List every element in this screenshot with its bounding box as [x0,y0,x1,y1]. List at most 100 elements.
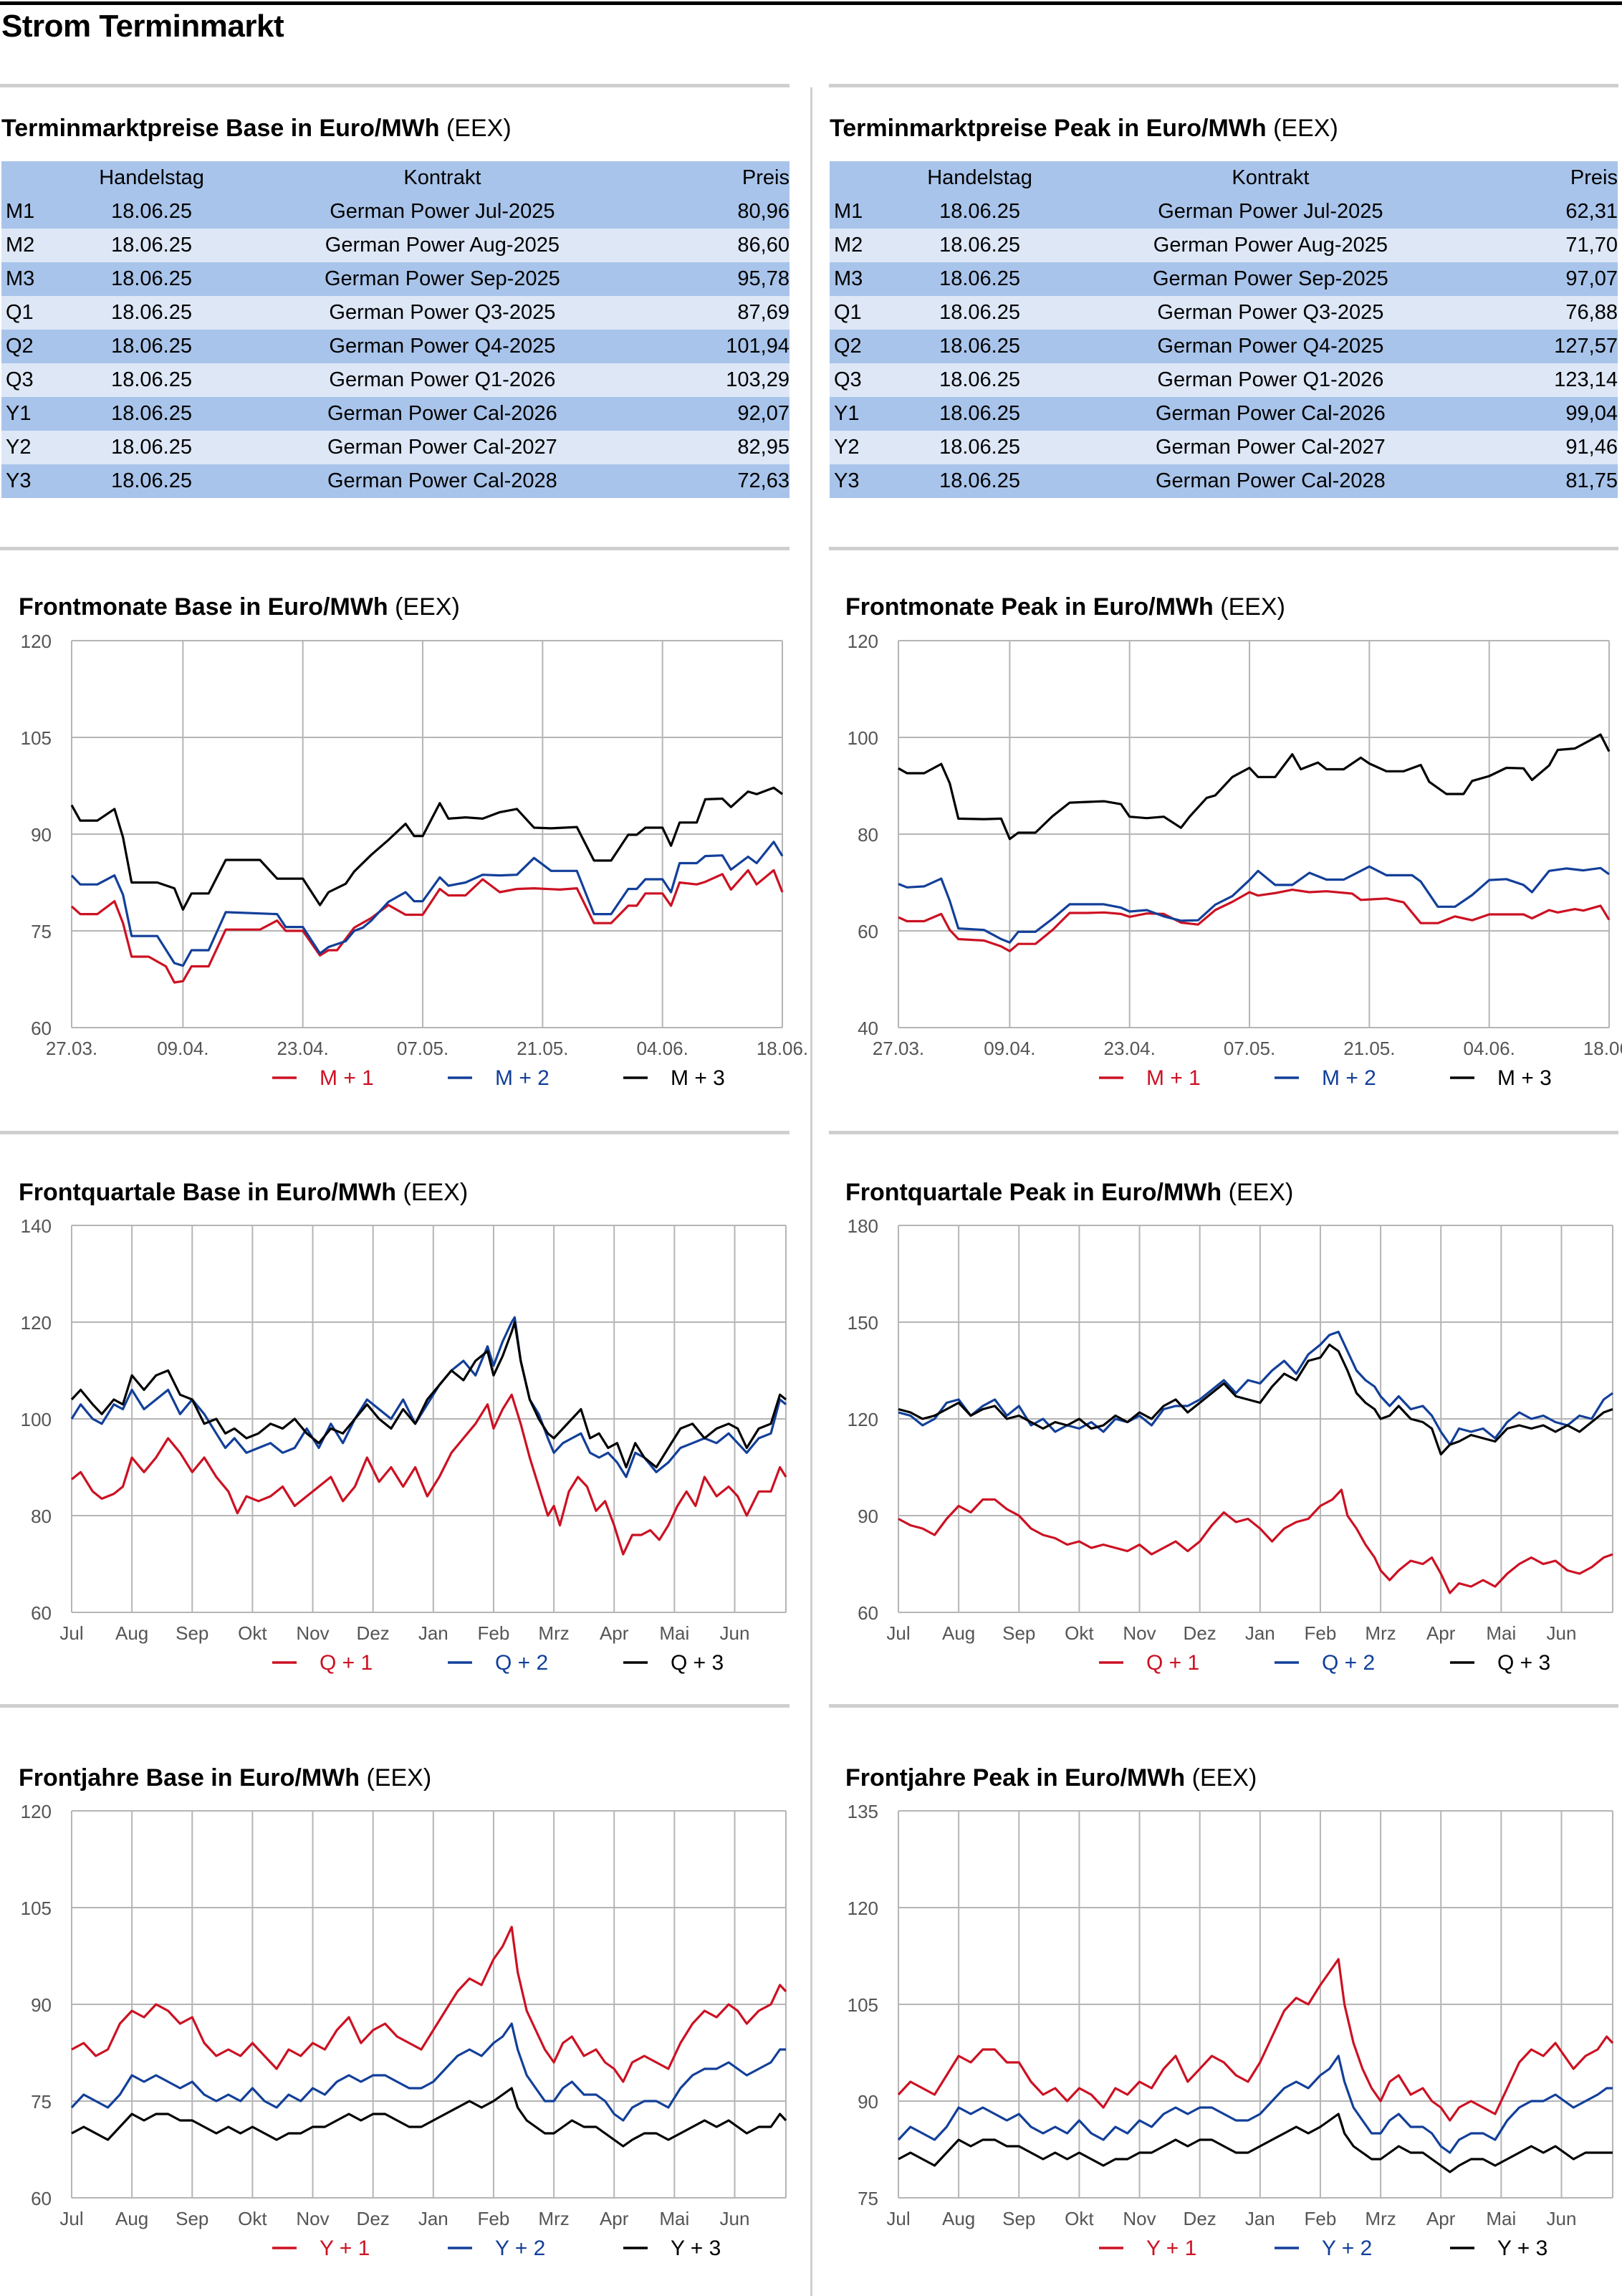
series-line [70,841,784,967]
series-line [897,2055,1613,2154]
x-tick-label: Aug [115,1622,148,1644]
cell-price: 127,57 [1554,335,1618,358]
x-tick-label: Apr [1426,2208,1456,2229]
table-title-source: (EEX) [1266,115,1338,142]
divider [0,1704,790,1708]
legend-label: Q + 3 [671,1651,724,1675]
cell-price: 82,95 [737,436,790,459]
divider [0,1131,790,1134]
table-header-row: Handelstag Kontrakt Preis [830,161,1618,195]
cell-contract: German Power Aug-2025 [325,234,560,257]
cell-price: 103,29 [726,368,790,391]
cell-id: Y2 [6,436,32,459]
table-row: M3 18.06.25 German Power Sep-2025 95,78 [1,262,790,296]
x-tick-label: Mrz [538,2208,569,2229]
series-line [70,1321,787,1469]
series-line [898,2113,1613,2173]
cell-date: 18.06.25 [939,469,1020,492]
cell-date: 18.06.25 [111,301,192,324]
x-tick-label: Feb [1305,2208,1337,2229]
cell-id: Q1 [6,301,34,324]
chart-title: Frontjahre Base in Euro/MWh (EEX) [19,1764,431,1792]
table-title-bold: Terminmarktpreise Base in Euro/MWh [1,115,440,142]
cell-date: 18.06.25 [939,200,1020,223]
y-tick-label: 75 [31,2091,52,2113]
y-tick-label: 90 [858,1506,878,1527]
legend-label: M + 1 [320,1066,374,1090]
legend-label: Y + 1 [320,2237,370,2260]
cell-price: 92,07 [737,402,790,425]
y-tick-label: 100 [848,727,878,749]
price-table-base: Handelstag Kontrakt Preis M1 18.06.25 German … [1,161,790,498]
x-tick-label: Mai [659,1622,689,1644]
x-tick-label: 09.04. [157,1038,208,1059]
legend-label: Q + 3 [1497,1651,1550,1675]
x-tick-label: Sep [1002,1622,1035,1644]
x-tick-label: 18.06. [757,1038,808,1059]
table-row: M2 18.06.25 German Power Aug-2025 71,70 [830,229,1618,262]
divider [829,1704,1618,1708]
series-line [70,2022,786,2122]
cell-price: 87,69 [737,301,790,324]
x-tick-label: 27.03. [873,1038,924,1059]
cell-contract: German Power Cal-2027 [1156,436,1386,459]
chart-title-source: (EEX) [360,1764,432,1792]
cell-date: 18.06.25 [111,469,192,492]
cell-price: 97,07 [1565,267,1618,290]
x-tick-label: Sep [176,1622,208,1644]
column-header: Preis [742,166,790,189]
x-tick-label: Mrz [1365,2208,1396,2229]
y-tick-label: 140 [21,1215,52,1237]
cell-id: Y3 [6,469,32,492]
y-tick-label: 180 [848,1215,878,1237]
x-tick-label: Feb [1305,1622,1337,1644]
x-tick-label: 07.05. [1224,1038,1275,1059]
x-tick-label: Jan [418,2208,448,2229]
cell-price: 76,88 [1565,301,1618,324]
x-tick-label: Sep [176,2208,208,2229]
chart-title-bold: Frontmonate Base in Euro/MWh [19,593,388,621]
divider [0,547,790,550]
x-tick-label: Sep [1002,2208,1035,2229]
cell-contract: German Power Q3-2025 [1157,301,1384,324]
chart-title: Frontjahre Peak in Euro/MWh (EEX) [845,1764,1257,1792]
x-tick-label: 04.06. [1464,1038,1515,1059]
legend-label: Q + 2 [1322,1651,1375,1675]
x-tick-label: Apr [1426,1622,1456,1644]
x-tick-label: Apr [600,2208,629,2229]
y-tick-label: 90 [31,1994,52,2016]
x-tick-label: Jul [886,1622,910,1644]
y-tick-label: 120 [21,1801,52,1822]
legend-label: Y + 3 [671,2237,721,2260]
series-line [897,1958,1614,2122]
x-tick-label: Feb [478,1622,510,1644]
series-line [71,1926,787,2083]
series-line [70,869,784,984]
series-line [898,865,1610,944]
cell-date: 18.06.25 [939,436,1020,459]
chart-title-bold: Frontjahre Base in Euro/MWh [19,1764,360,1792]
cell-price: 81,75 [1565,469,1618,492]
chart-title: Frontmonate Peak in Euro/MWh (EEX) [845,593,1285,621]
series-line [898,733,1611,841]
cell-date: 18.06.25 [111,335,192,358]
x-tick-label: Jul [59,2208,83,2229]
page-title: Strom Terminmarkt [1,9,284,44]
table-row: Q2 18.06.25 German Power Q4-2025 101,94 [1,330,790,363]
top-rule [0,1,1622,5]
chart-title-source: (EEX) [1185,1764,1257,1792]
y-tick-label: 60 [858,1602,878,1624]
x-tick-label: Jun [720,1622,750,1644]
table-row: Q1 18.06.25 German Power Q3-2025 87,69 [1,296,790,330]
series-line [898,1488,1613,1594]
cell-date: 18.06.25 [111,267,192,290]
x-tick-label: Aug [942,1622,975,1644]
column-header: Kontrakt [403,166,481,189]
series-line [898,1330,1613,1446]
chart-title-source: (EEX) [388,593,460,621]
legend-label: Y + 3 [1497,2237,1547,2260]
cell-id: Q3 [834,368,862,391]
table-row: Y3 18.06.25 German Power Cal-2028 81,75 [830,464,1618,498]
x-tick-label: Jun [720,2208,750,2229]
cell-contract: German Power Q3-2025 [329,301,556,324]
